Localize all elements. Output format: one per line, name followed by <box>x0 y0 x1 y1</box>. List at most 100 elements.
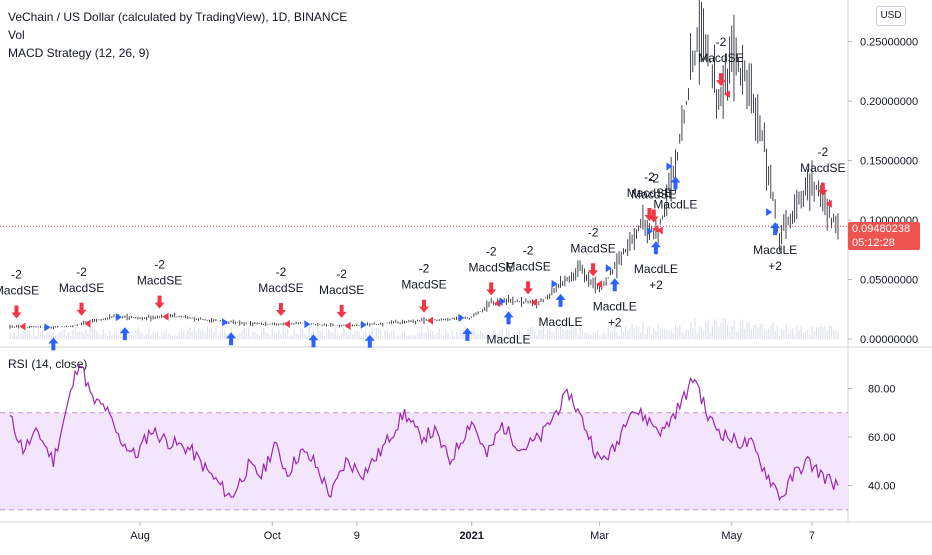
volume-bar <box>440 334 443 339</box>
volume-bar <box>65 335 68 339</box>
signal-name-label: MacdSE <box>0 284 39 298</box>
volume-bar <box>403 330 406 339</box>
volume-bar <box>104 333 107 339</box>
volume-bar <box>566 328 568 339</box>
long-entry-marker <box>304 320 311 329</box>
volume-bar <box>128 333 130 339</box>
volume-bar <box>783 330 785 339</box>
volume-bar <box>789 330 792 339</box>
volume-bar <box>87 333 89 339</box>
volume-bar <box>358 332 360 339</box>
long-entry-marker <box>766 208 773 217</box>
volume-bar <box>609 331 612 339</box>
volume-bar <box>152 330 154 339</box>
volume-bar <box>293 330 295 339</box>
volume-bar <box>577 333 579 339</box>
volume-bar <box>202 329 204 339</box>
volume-bar <box>594 333 596 339</box>
rsi-legend[interactable]: RSI (14, close) <box>8 357 88 371</box>
volume-bar <box>588 334 590 339</box>
short-entry-marker <box>344 321 351 330</box>
volume-bar <box>807 329 809 339</box>
volume-bar <box>165 329 167 339</box>
long-entry-arrow <box>670 176 681 190</box>
volume-bar <box>172 336 174 339</box>
time-axis-label: May <box>721 530 742 542</box>
short-entry-marker <box>427 316 433 325</box>
volume-bar <box>755 323 757 339</box>
volume-bar <box>317 328 319 339</box>
short-entry-marker <box>494 299 501 308</box>
volume-bar <box>386 330 388 339</box>
long-entry-arrow <box>462 327 473 341</box>
volume-bar <box>399 336 401 339</box>
volume-bar <box>835 330 837 339</box>
volume-bar <box>393 329 395 339</box>
volume-bar <box>414 335 417 339</box>
volume-bar <box>141 333 143 339</box>
volume-bar <box>490 335 492 339</box>
volume-bar <box>529 326 531 339</box>
volume-bar <box>653 328 655 339</box>
short-entry-arrow <box>275 302 286 316</box>
currency-button[interactable]: USD <box>876 6 906 26</box>
volume-bar <box>200 330 202 339</box>
volume-bar <box>24 331 26 339</box>
volume-bar <box>163 332 165 339</box>
volume-bar <box>731 326 733 339</box>
volume-bar <box>245 333 247 339</box>
volume-legend[interactable]: Vol <box>8 28 25 42</box>
volume-bar <box>620 327 622 339</box>
volume-bar <box>384 330 386 339</box>
volume-bar <box>29 331 31 339</box>
volume-bar <box>276 333 278 339</box>
symbol-title[interactable]: VeChain / US Dollar (calculated by Tradi… <box>8 10 348 24</box>
volume-bar <box>737 331 739 339</box>
volume-bar <box>601 334 603 339</box>
volume-bar <box>135 330 137 339</box>
volume-bar <box>458 336 460 339</box>
volume-bar <box>716 320 718 339</box>
long-entry-marker <box>499 297 506 306</box>
volume-bar <box>148 328 150 339</box>
last-price-value: 0.09480238 <box>852 223 911 235</box>
volume-bar <box>668 330 670 339</box>
volume-bar <box>456 332 458 339</box>
volume-bar <box>822 327 824 339</box>
signal-qty-label: -2 <box>817 145 828 159</box>
volume-bar <box>304 333 306 339</box>
volume-bar <box>137 328 139 339</box>
volume-bar <box>586 332 588 339</box>
short-entry-arrow <box>817 182 828 196</box>
volume-bar <box>720 322 722 339</box>
short-entry-marker <box>596 280 603 289</box>
volume-bar <box>55 335 57 339</box>
short-entry-marker <box>162 312 169 321</box>
volume-bar <box>761 324 763 339</box>
signal-name-label: MacdLE <box>753 243 797 257</box>
volume-bar <box>492 330 495 339</box>
signal-name-label: MacdSE <box>698 51 743 65</box>
short-entry-arrow <box>76 302 87 316</box>
volume-bar <box>774 331 776 339</box>
volume-bar <box>778 335 781 339</box>
volume-bar <box>837 332 839 339</box>
volume-bar <box>107 336 109 339</box>
volume-bar <box>57 334 59 339</box>
volume-bar <box>787 334 789 339</box>
volume-bar <box>687 331 690 339</box>
volume-bar <box>85 329 87 339</box>
volume-bar <box>666 329 668 339</box>
volume-bar <box>824 325 826 339</box>
volume-bar <box>752 325 755 339</box>
volume-bar <box>692 327 694 339</box>
strategy-legend[interactable]: MACD Strategy (12, 26, 9) <box>8 46 150 60</box>
volume-bar <box>334 327 336 339</box>
volume-series <box>9 317 839 339</box>
volume-bar <box>505 327 508 339</box>
volume-bar <box>804 331 807 339</box>
volume-bar <box>371 326 373 339</box>
volume-bar <box>345 331 347 339</box>
